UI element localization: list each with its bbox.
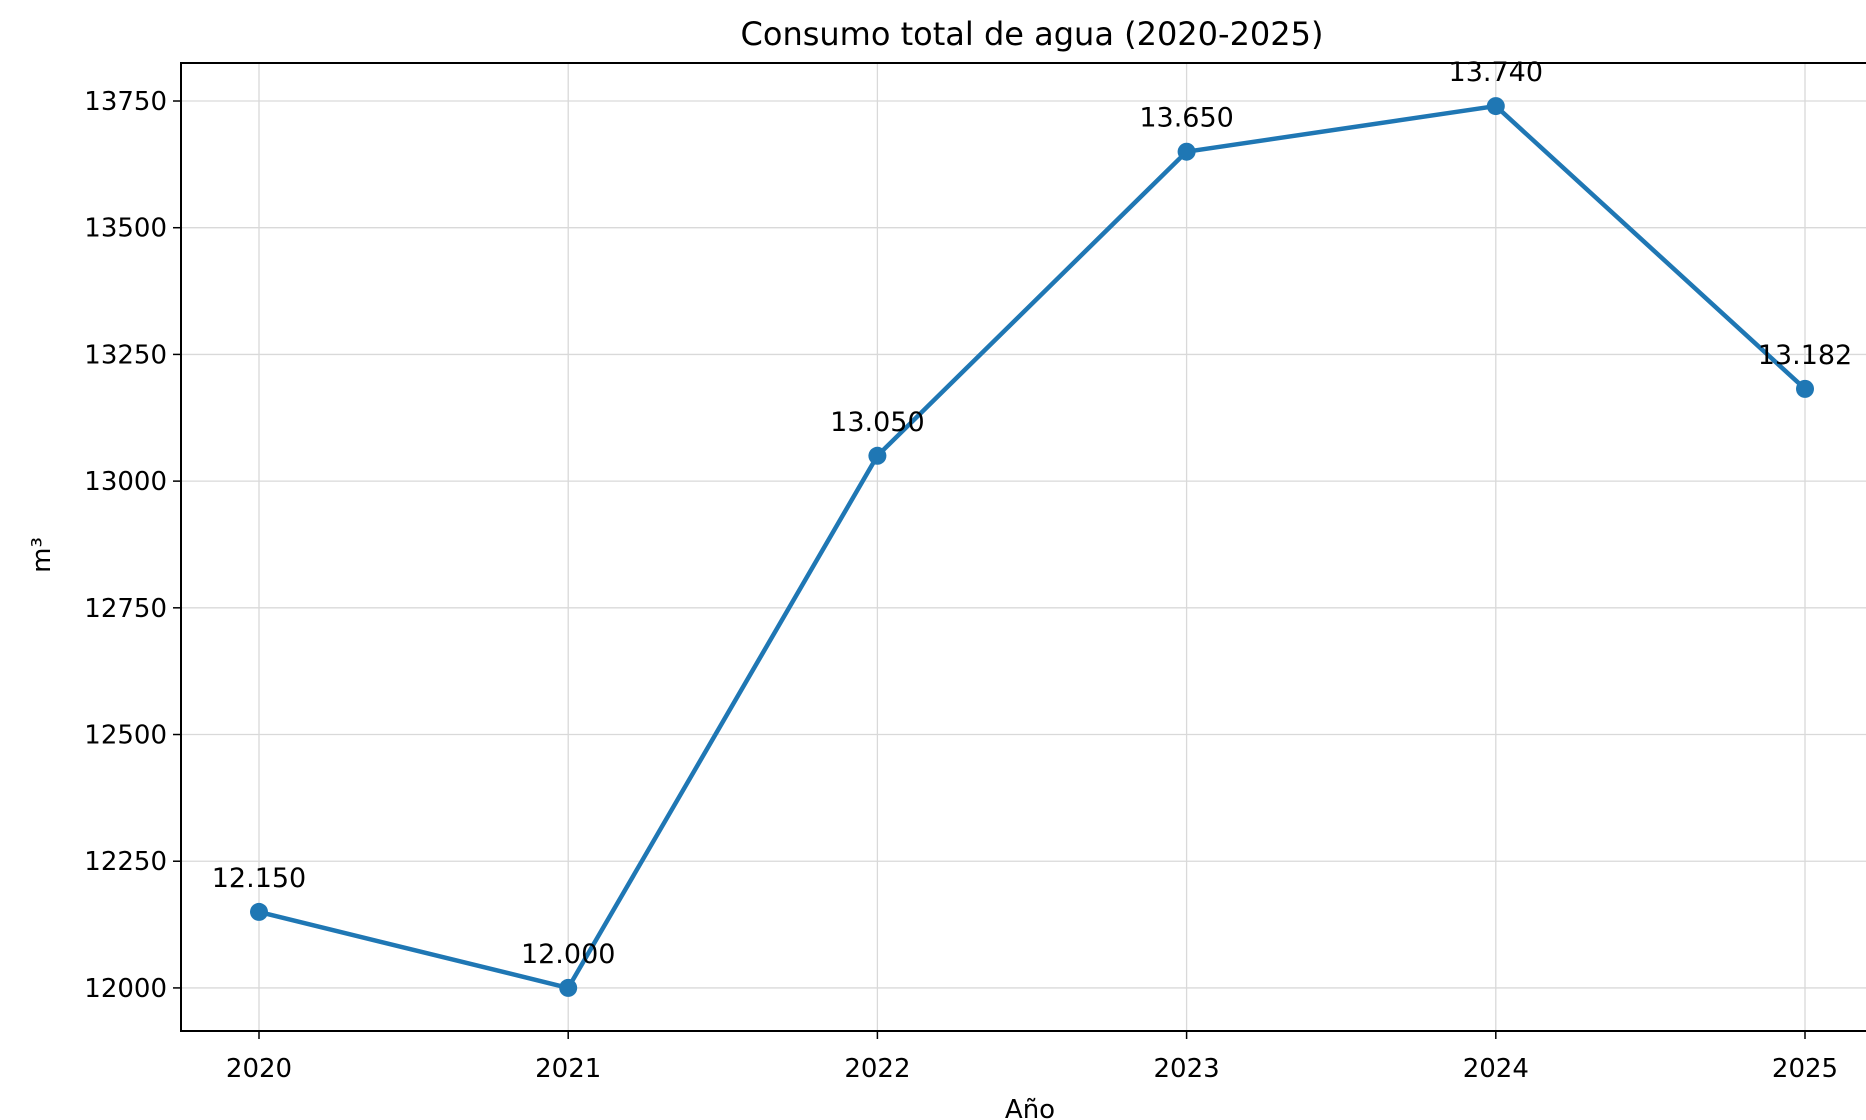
data-label: 13.182 [1758,340,1852,371]
y-axis-ticks: 12000 12250 12500 12750 13000 13250 13500 13750 [84,87,181,1004]
series-line [258,103,1807,991]
data-label: 12.150 [212,863,306,894]
data-label: 13.740 [1449,57,1543,88]
y-tick-label: 13750 [84,87,167,117]
x-tick-label: 2022 [844,1054,910,1084]
y-axis-label: m³ [27,537,57,573]
y-tick-label: 12000 [84,974,167,1004]
data-label: 13.050 [830,407,924,438]
data-labels: 12.150 12.000 13.050 13.650 13.740 13.182 [212,57,1852,970]
data-point [1177,142,1196,161]
x-tick-label: 2023 [1154,1054,1220,1084]
data-point [559,978,578,997]
y-tick-label: 12500 [84,721,167,751]
x-axis-label: Año [1005,1095,1055,1120]
chart-title: Consumo total de agua (2020-2025) [741,15,1324,53]
data-point [1796,379,1814,398]
series-line-group [250,97,1814,997]
grid [181,63,1866,1031]
x-tick-label: 2021 [535,1054,601,1084]
x-tick-label: 2024 [1463,1054,1529,1084]
data-point [250,902,268,921]
data-label: 13.650 [1139,103,1233,134]
plot-frame [180,62,1866,1032]
data-label: 12.000 [521,939,615,970]
y-tick-label: 13000 [84,467,167,497]
y-tick-label: 13250 [84,340,167,370]
x-tick-label: 2025 [1772,1054,1838,1084]
y-tick-label: 12750 [84,594,167,624]
x-tick-label: 2020 [226,1054,292,1084]
x-axis-ticks: 2020 2021 2022 2023 2024 2025 [226,1031,1838,1084]
data-point [868,446,887,465]
y-tick-label: 13500 [84,214,167,244]
data-point [1486,97,1505,116]
y-tick-label: 12250 [84,847,167,877]
